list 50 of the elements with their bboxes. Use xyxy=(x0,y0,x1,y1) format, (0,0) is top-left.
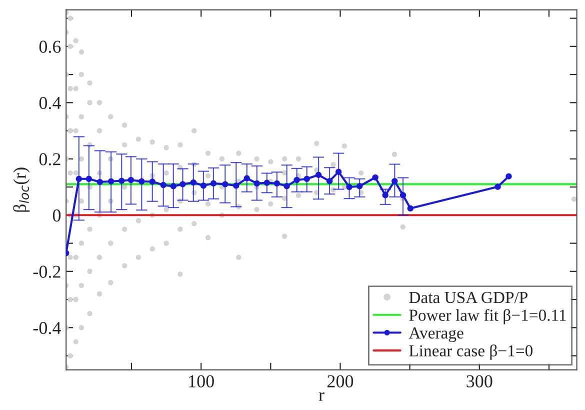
point xyxy=(190,179,197,186)
point xyxy=(400,192,406,198)
x-axis-title: r xyxy=(318,392,324,401)
y-axis-title: β$_{loc}$(r) xyxy=(13,168,30,212)
point xyxy=(392,178,398,184)
point xyxy=(304,176,310,182)
point xyxy=(233,182,240,189)
point xyxy=(138,178,145,185)
point xyxy=(254,180,260,186)
legend-label: Data USA GDP/P xyxy=(409,292,528,304)
point xyxy=(264,180,270,186)
x-tick-label: 200 xyxy=(327,375,354,388)
point xyxy=(108,178,114,185)
legend-label: Linear case β−1=0 xyxy=(409,344,533,360)
point xyxy=(96,178,104,186)
point xyxy=(315,172,322,178)
point xyxy=(160,182,166,188)
point xyxy=(494,184,501,190)
y-tick-label: 0.2 xyxy=(39,153,60,166)
point xyxy=(274,180,280,186)
point xyxy=(335,168,342,175)
point xyxy=(372,174,378,181)
point xyxy=(128,176,134,184)
point xyxy=(118,178,125,184)
point xyxy=(149,178,156,185)
point xyxy=(170,183,177,190)
point xyxy=(210,180,217,186)
point xyxy=(294,176,300,184)
y-tick-label: -0.4 xyxy=(33,322,61,334)
point xyxy=(506,173,512,180)
x-tick-label: 300 xyxy=(466,375,492,388)
point xyxy=(86,176,92,182)
point xyxy=(346,184,352,190)
point xyxy=(244,175,250,182)
y-tick-label: -0.2 xyxy=(33,266,60,278)
legend-label: Power law fit β−1=0.11 xyxy=(409,308,566,324)
point xyxy=(76,176,82,182)
point xyxy=(200,182,207,189)
legend-label: Average xyxy=(408,327,464,342)
point xyxy=(407,205,414,212)
point xyxy=(222,181,228,188)
y-tick-label: 0.4 xyxy=(39,96,61,110)
point xyxy=(180,181,186,188)
point xyxy=(326,178,333,184)
y-tick-label: 0.6 xyxy=(39,40,61,53)
point xyxy=(382,192,388,198)
x-tick-label: 100 xyxy=(189,375,214,388)
y-tick-label: 0 xyxy=(52,209,61,222)
point xyxy=(284,183,290,190)
point xyxy=(356,183,363,190)
